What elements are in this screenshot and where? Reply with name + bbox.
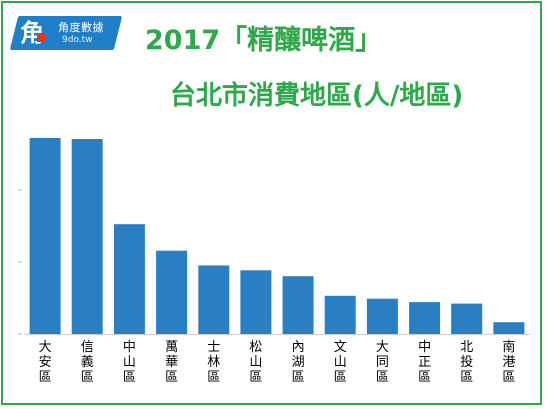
logo-dot-icon — [37, 33, 46, 42]
logo-url: 9do.tw — [62, 35, 93, 45]
x-tick-label: 士 林 區 — [207, 340, 221, 385]
bar — [451, 303, 483, 334]
bar — [29, 138, 61, 334]
x-tick-label: 北 投 區 — [460, 340, 474, 385]
bar — [282, 276, 314, 334]
x-tick-label: 松 山 區 — [249, 340, 263, 385]
x-tick-label: 中 山 區 — [122, 340, 136, 385]
bar — [240, 270, 272, 334]
x-tick-label: 大 同 區 — [375, 340, 389, 385]
x-tick-label: 萬 華 區 — [165, 340, 179, 385]
bar — [198, 265, 230, 334]
x-tick-label: 信 義 區 — [80, 340, 94, 385]
bar — [113, 224, 145, 334]
logo-name: 角度數據 — [58, 21, 104, 34]
bar — [324, 295, 356, 334]
x-tick-label: 內 湖 區 — [291, 340, 305, 385]
bar — [493, 322, 525, 334]
bar — [156, 250, 188, 334]
logo-mark-icon: 角 — [20, 18, 46, 48]
x-tick-label: 大 安 區 — [38, 340, 52, 385]
x-tick-label: 南 港 區 — [502, 340, 516, 385]
x-tick-label: 中 正 區 — [418, 340, 432, 385]
bar — [366, 298, 398, 334]
chart-title-line2: 台北市消費地區(人/地區) — [170, 81, 464, 111]
x-tick-label: 文 山 區 — [333, 340, 347, 385]
bar — [409, 302, 441, 334]
chart-title-line1: 2017「精釀啤酒」 — [145, 25, 383, 56]
bar — [71, 139, 103, 334]
